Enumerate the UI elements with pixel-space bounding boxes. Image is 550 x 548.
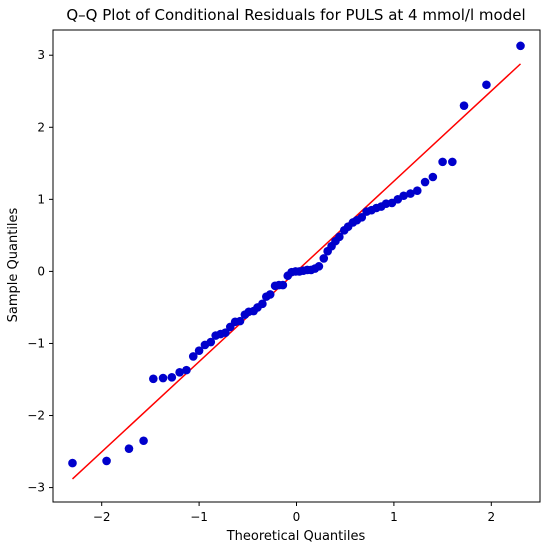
y-tick-label: 2 [37,120,45,134]
y-tick-label: −3 [27,481,45,495]
data-point [357,213,367,222]
y-tick-label: −2 [27,409,45,423]
x-tick-label: −1 [190,510,208,524]
y-axis-ticks: −3 −2 −1 0 1 2 3 [27,48,53,495]
y-tick-label: −1 [27,336,45,350]
plot-area-frame [52,29,541,503]
data-point [428,172,438,182]
data-point [124,444,134,453]
x-axis-ticks: −2 −1 0 1 2 [93,502,495,524]
data-point [221,328,230,337]
x-axis-label: Theoretical Quantiles [226,529,366,544]
y-tick-label: 0 [37,264,45,278]
data-point [420,177,430,187]
data-point [235,316,245,326]
chart-title: Q–Q Plot of Conditional Residuals for PU… [66,6,525,24]
data-point [139,436,148,446]
data-point [265,290,275,299]
data-point [438,157,447,167]
data-point [412,186,422,195]
data-point [459,101,469,110]
y-tick-label: 1 [37,192,45,206]
data-point [314,262,324,271]
x-tick-label: 1 [390,510,398,524]
data-point [319,254,329,263]
x-tick-label: 0 [293,510,301,524]
data-point [482,80,491,90]
data-point [158,373,168,383]
data-point [102,456,111,466]
data-point [149,374,158,384]
data-point [194,346,204,355]
data-points [68,41,525,468]
data-point [188,352,198,361]
data-point [167,373,177,382]
x-tick-label: 2 [487,510,495,524]
data-point [399,191,408,201]
y-tick-label: 3 [37,48,45,62]
data-point [448,157,457,167]
data-point [516,41,525,51]
data-point [258,299,267,309]
data-point [182,365,191,375]
data-point [406,189,415,198]
y-axis-label: Sample Quantiles [6,207,21,322]
data-point [278,280,288,290]
data-point [175,367,184,377]
data-point [68,458,77,468]
data-point [335,232,344,242]
x-tick-label: −2 [93,510,111,524]
data-point [206,337,216,347]
